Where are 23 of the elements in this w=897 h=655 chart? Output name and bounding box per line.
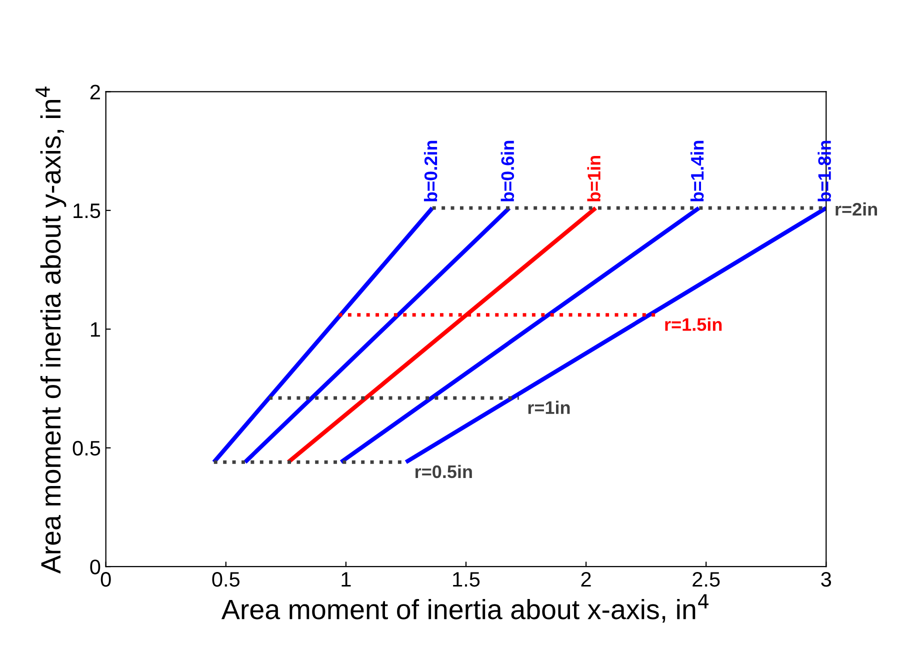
x-tick-label: 1 [342, 572, 351, 587]
series-label: r=2in [836, 202, 878, 216]
x-axis-title: Area moment of inertia about x-axis, in$^{4}$ [221, 594, 708, 623]
x-tick-label: 2 [581, 572, 591, 587]
x-tick-label: 3 [821, 572, 832, 587]
series-label: r=1in [528, 400, 570, 414]
y-tick-label: 1.5 [74, 204, 100, 218]
text: b=0.2in [424, 140, 438, 202]
series-label: r=0.5in [415, 464, 472, 478]
x-tick-label: 0 [100, 572, 111, 587]
y-tick-label: 2 [90, 84, 100, 100]
text: b=1.8in [818, 140, 831, 202]
y-tick-label: 1 [90, 322, 100, 337]
text: b=1.4in [690, 140, 704, 202]
x-tick-label: 1.5 [453, 572, 480, 587]
y-tick-label: 0 [90, 560, 100, 574]
x-tick-label: 0.5 [212, 572, 240, 587]
text: b=1in [587, 156, 600, 202]
text: b=0.6in [500, 140, 514, 202]
series-label: r=1.5in [665, 318, 722, 331]
x-tick-label: 2.5 [692, 572, 720, 587]
y-tick-label: 0.5 [72, 440, 100, 456]
y-axis-title: Area moment of inertia about y-axis, in$^{4}$ [36, 86, 66, 574]
